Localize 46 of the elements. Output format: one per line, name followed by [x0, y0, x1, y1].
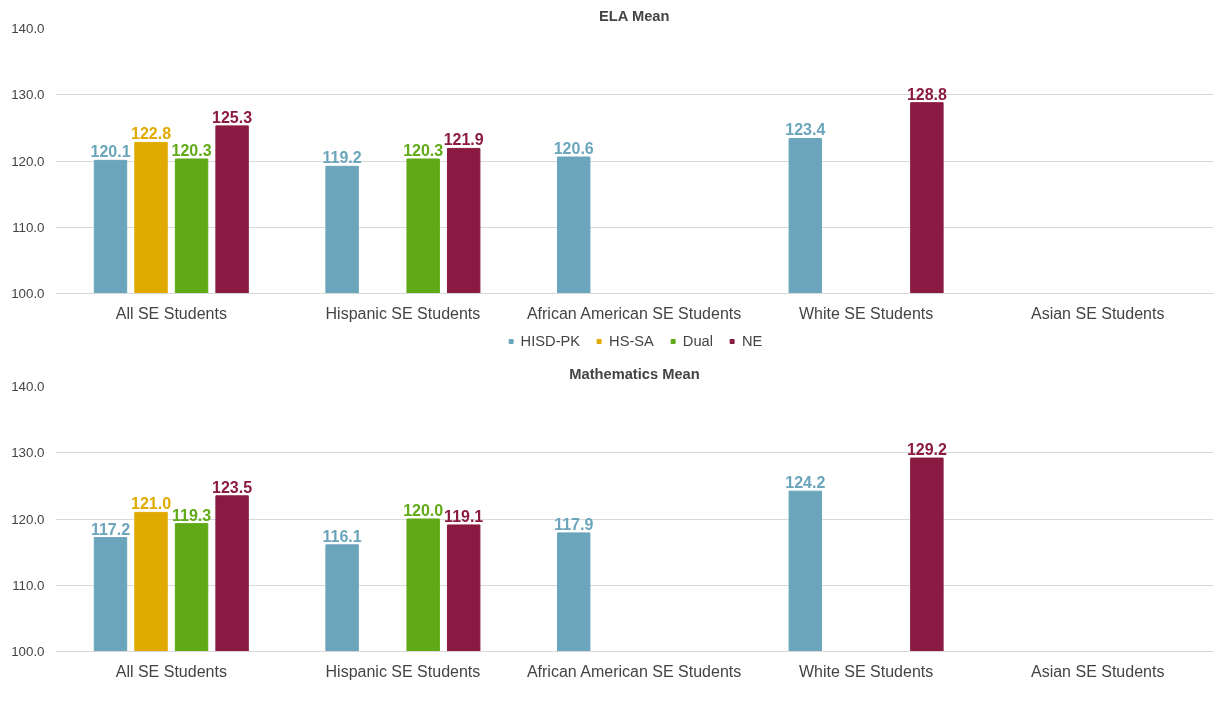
- x-tick-label: All SE Students: [115, 662, 227, 680]
- y-tick-label: 100.0: [11, 644, 45, 659]
- y-tick-label: 110.0: [12, 577, 45, 593]
- data-label: 117.2: [90, 520, 131, 538]
- data-label: 120.3: [403, 142, 444, 160]
- data-label: 120.1: [90, 143, 131, 161]
- x-tick-label: All SE Students: [115, 304, 227, 322]
- data-label: 123.4: [785, 121, 826, 139]
- y-tick-label: 130.0: [11, 87, 45, 103]
- data-label: 120.3: [171, 142, 212, 160]
- data-label: 120.6: [553, 140, 594, 158]
- y-tick-label: 140.0: [11, 379, 45, 394]
- data-label: 119.1: [444, 507, 484, 525]
- y-tick-label: 120.0: [11, 511, 45, 527]
- data-label: 119.2: [322, 149, 362, 167]
- data-label: 124.2: [785, 474, 826, 492]
- x-tick-label: Asian SE Students: [1030, 662, 1165, 680]
- x-tick-label: Hispanic SE Students: [325, 304, 481, 322]
- legend-label: HS-SA: [609, 333, 654, 349]
- chart-title: ELA Mean: [599, 7, 670, 24]
- data-label: 120.0: [403, 502, 444, 519]
- y-tick-label: 110.0: [12, 219, 45, 235]
- data-label: 128.8: [906, 85, 948, 103]
- y-tick-label: 140.0: [11, 21, 45, 36]
- data-label: 119.3: [171, 506, 212, 524]
- y-tick-label: 120.0: [11, 153, 45, 169]
- x-tick-label: Hispanic SE Students: [325, 662, 481, 680]
- y-tick-label: 100.0: [11, 286, 45, 301]
- x-tick-label: Asian SE Students: [1030, 304, 1165, 322]
- data-label: 123.5: [212, 478, 253, 496]
- data-label: 122.8: [131, 125, 172, 143]
- legend-label: Dual: [682, 333, 714, 349]
- chart-title: Mathematics Mean: [569, 365, 700, 382]
- x-tick-label: White SE Students: [798, 304, 934, 322]
- data-label: 121.9: [443, 131, 484, 149]
- y-tick-label: 130.0: [11, 445, 45, 461]
- legend-label: NE: [742, 333, 763, 349]
- x-tick-label: White SE Students: [798, 662, 934, 680]
- x-tick-label: African American SE Students: [526, 662, 742, 680]
- data-label: 125.3: [212, 108, 253, 126]
- legend-label: HISD-PK: [520, 333, 581, 349]
- data-label: 121.0: [131, 495, 172, 513]
- data-label: 117.9: [554, 515, 594, 533]
- data-label: 116.1: [322, 527, 362, 545]
- data-label: 129.2: [906, 441, 948, 459]
- x-tick-label: African American SE Students: [526, 304, 742, 322]
